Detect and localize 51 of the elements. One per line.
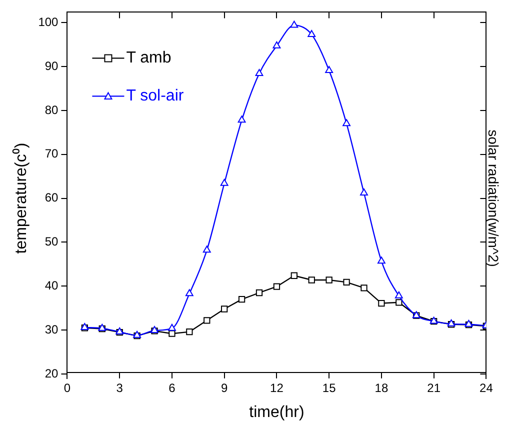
x-tick-label: 24 <box>480 380 494 395</box>
y-tick-label: 80 <box>44 102 59 117</box>
point <box>255 69 264 76</box>
y-tick-label: 70 <box>44 146 59 161</box>
x-tick-label: 9 <box>220 380 228 395</box>
y-axis-title: temperature(c⁰) <box>12 142 30 254</box>
x-axis-title: time(hr) <box>249 404 304 421</box>
point <box>325 66 334 73</box>
point <box>343 278 350 286</box>
x-tick-label: 0 <box>64 380 71 395</box>
point <box>256 289 263 296</box>
y2-axis-title: solar radiation(w/m^2) <box>486 130 502 267</box>
point <box>377 256 386 264</box>
point <box>326 276 332 284</box>
point <box>168 330 176 337</box>
x-tick-label: 12 <box>270 380 284 395</box>
legend-label: T amb <box>126 50 172 67</box>
point <box>360 284 368 292</box>
point <box>238 296 246 303</box>
point <box>186 328 193 336</box>
point <box>185 289 194 296</box>
y-tick-label: 60 <box>44 190 59 205</box>
x-tick-label: 15 <box>322 380 336 395</box>
point <box>290 20 298 28</box>
point <box>360 188 368 196</box>
point <box>204 317 210 324</box>
legend-label: T sol-air <box>126 88 184 105</box>
y-tick-label: 100 <box>38 14 59 29</box>
point <box>394 291 403 298</box>
point <box>202 246 211 253</box>
point <box>342 119 351 126</box>
point <box>308 30 316 37</box>
point <box>290 272 298 279</box>
point <box>378 300 385 307</box>
x-tick-label: 21 <box>427 380 441 395</box>
point <box>238 116 246 123</box>
x-tick-label: 18 <box>374 380 388 395</box>
y-tick-label: 50 <box>44 234 59 249</box>
point <box>272 41 281 48</box>
point <box>396 299 402 306</box>
y-tick-label: 90 <box>44 58 59 73</box>
point <box>273 283 280 290</box>
x-tick-label: 3 <box>116 380 124 395</box>
point <box>220 178 228 186</box>
point <box>308 276 315 284</box>
point <box>221 306 228 312</box>
x-tick-label: 6 <box>168 380 176 395</box>
y-tick-label: 30 <box>44 322 59 336</box>
y-tick-label: 20 <box>44 366 59 380</box>
y-tick-label: 40 <box>44 278 59 292</box>
point <box>168 324 176 331</box>
